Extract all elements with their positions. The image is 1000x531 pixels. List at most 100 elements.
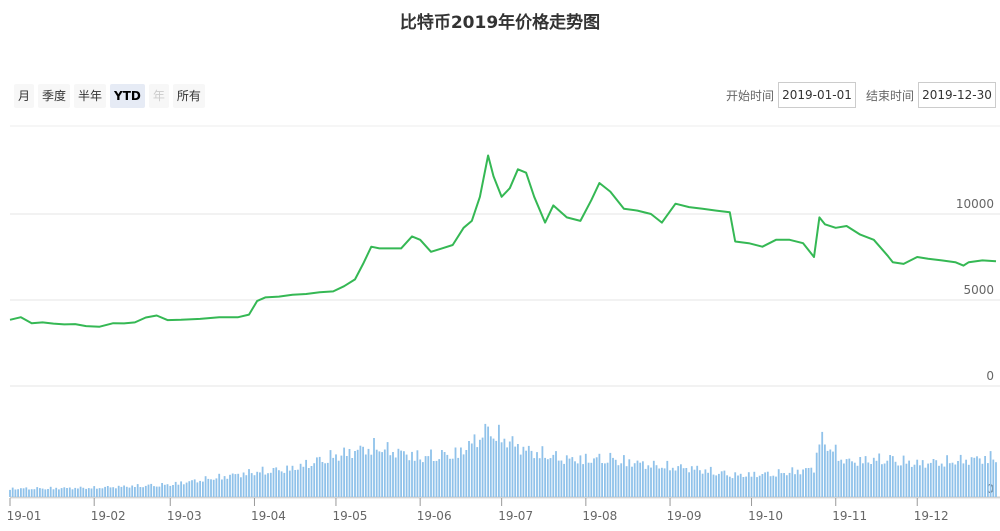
volume-bar: [886, 460, 889, 497]
range-button-month[interactable]: 月: [14, 84, 35, 108]
volume-bar: [636, 460, 639, 497]
volume-bar: [182, 484, 185, 497]
volume-bar: [392, 452, 394, 497]
volume-bar: [210, 479, 212, 497]
volume-bar: [261, 466, 264, 497]
x-tick-label: 19-05: [333, 509, 368, 523]
range-button-ytd[interactable]: YTD: [110, 84, 145, 108]
volume-bar: [400, 450, 402, 497]
volume-bar: [267, 473, 269, 497]
volume-bar: [503, 438, 506, 497]
volume-bar: [709, 466, 712, 497]
volume-bar: [699, 470, 701, 497]
volume-bar: [446, 454, 449, 497]
volume-bar: [696, 465, 699, 497]
volume-bar: [131, 485, 134, 497]
volume-bar: [438, 459, 441, 497]
volume-bar: [52, 489, 55, 497]
volume-bar: [872, 457, 875, 497]
volume-bar: [701, 473, 704, 497]
volume-bar: [313, 463, 316, 497]
volume-bar: [533, 458, 536, 497]
volume-bar: [796, 469, 799, 497]
range-button-all[interactable]: 所有: [172, 84, 205, 108]
volume-bar: [552, 454, 555, 497]
volume-bar: [843, 463, 845, 497]
volume-bar: [101, 488, 104, 497]
volume-bar: [775, 476, 777, 497]
end-date-input[interactable]: 2019-12-30: [918, 82, 996, 108]
volume-bar: [590, 462, 593, 497]
volume-bar: [280, 471, 283, 497]
volume-bar: [723, 470, 726, 497]
volume-bar: [343, 447, 345, 497]
volume-bar: [557, 460, 560, 497]
range-button-half-year[interactable]: 半年: [74, 84, 107, 108]
volume-bar: [734, 472, 737, 497]
volume-bar: [191, 480, 193, 497]
volume-bar: [30, 489, 33, 497]
volume-bar: [981, 463, 984, 497]
volume-bar: [761, 474, 764, 497]
volume-bar: [946, 455, 948, 497]
volume-bar: [669, 470, 671, 497]
y-tick-label: 5000: [963, 283, 994, 297]
volume-bar: [929, 462, 932, 497]
volume-bar: [153, 486, 155, 497]
volume-bar: [902, 455, 905, 497]
volume-bar: [375, 449, 378, 497]
date-range: 开始时间 2019-01-01 结束时间 2019-12-30: [716, 82, 996, 108]
volume-bar: [163, 484, 166, 497]
volume-bar: [976, 456, 978, 497]
volume-bar: [601, 463, 603, 497]
volume-bar: [674, 470, 677, 497]
volume-bar: [563, 463, 565, 497]
volume-bar: [663, 468, 666, 497]
volume-bar: [908, 460, 910, 497]
x-tick-label: 19-11: [832, 509, 867, 523]
volume-bar: [593, 458, 595, 497]
volume-bar: [150, 483, 153, 497]
volume-bar: [185, 482, 188, 497]
volume-bar: [207, 478, 210, 497]
volume-bar: [821, 431, 824, 497]
volume-bar: [500, 442, 503, 497]
volume-bar: [389, 455, 392, 497]
volume-bar: [647, 465, 650, 497]
volume-bar: [731, 478, 734, 497]
volume-bar: [845, 459, 848, 497]
volume-bar: [14, 489, 17, 497]
range-button-quarter[interactable]: 季度: [38, 84, 71, 108]
volume-bar: [264, 474, 267, 497]
volume-bar: [829, 449, 832, 497]
volume-bar: [688, 472, 690, 497]
volume-bar: [112, 487, 115, 497]
volume-bar: [473, 434, 476, 497]
volume-bar: [460, 447, 462, 497]
volume-bar: [419, 459, 422, 497]
volume-bar: [408, 460, 411, 497]
volume-bar: [82, 487, 85, 497]
volume-bar: [802, 469, 804, 497]
volume-bar: [764, 472, 766, 497]
volume-bar: [666, 460, 669, 497]
price-line: [9, 154, 997, 328]
volume-bar: [55, 487, 58, 497]
volume-bar: [612, 457, 614, 497]
volume-bar: [362, 446, 364, 497]
volume-bar: [862, 463, 864, 497]
volume-bar: [989, 451, 992, 497]
volume-bar: [115, 488, 117, 497]
volume-bar: [435, 460, 438, 497]
volume-bar: [223, 476, 226, 497]
volume-bar: [367, 448, 370, 497]
range-button-year[interactable]: 年: [148, 84, 169, 108]
y-tick-label: 0: [986, 369, 994, 383]
volume-bar: [639, 462, 642, 497]
volume-bar: [609, 452, 612, 497]
volume-bar: [530, 450, 533, 497]
volume-bar: [370, 454, 373, 497]
start-date-input[interactable]: 2019-01-01: [777, 82, 856, 108]
volume-bar: [680, 464, 682, 497]
volume-bar: [221, 479, 223, 497]
